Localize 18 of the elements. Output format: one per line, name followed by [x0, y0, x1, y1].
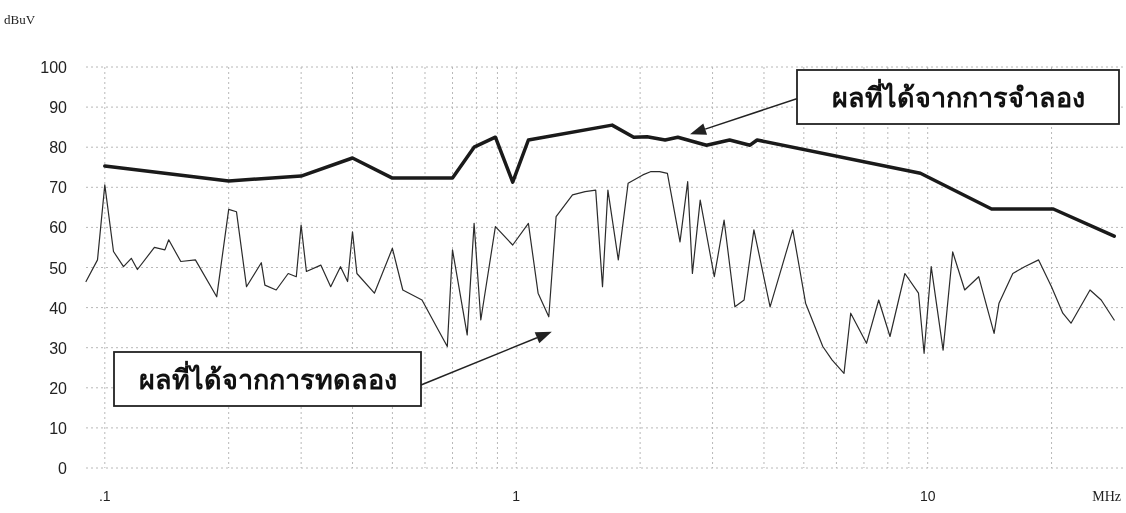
x-tick-label: 10: [919, 488, 936, 504]
y-tick-label: 90: [49, 99, 68, 117]
y-tick-label: 20: [49, 379, 68, 397]
y-axis-title: dBuV: [4, 12, 36, 27]
y-tick-label: 60: [49, 219, 68, 237]
series-label: ผลที่ได้จากการทดลอง: [138, 360, 397, 395]
y-tick-label: 50: [49, 259, 68, 277]
legend-label: ผลที่ได้จากการจำลอง: [831, 78, 1085, 113]
y-tick-label: 40: [49, 299, 68, 317]
y-tick-label: 80: [49, 139, 68, 157]
x-tick-label: 1: [512, 488, 521, 504]
y-tick-label: 70: [49, 179, 68, 197]
y-tick-label: 10: [49, 419, 68, 437]
y-tick-label: 100: [40, 59, 68, 76]
x-tick-label: .1: [98, 488, 111, 504]
x-axis-title: MHz: [1092, 489, 1121, 504]
y-tick-label: 0: [58, 460, 68, 477]
y-tick-label: 30: [49, 339, 68, 357]
